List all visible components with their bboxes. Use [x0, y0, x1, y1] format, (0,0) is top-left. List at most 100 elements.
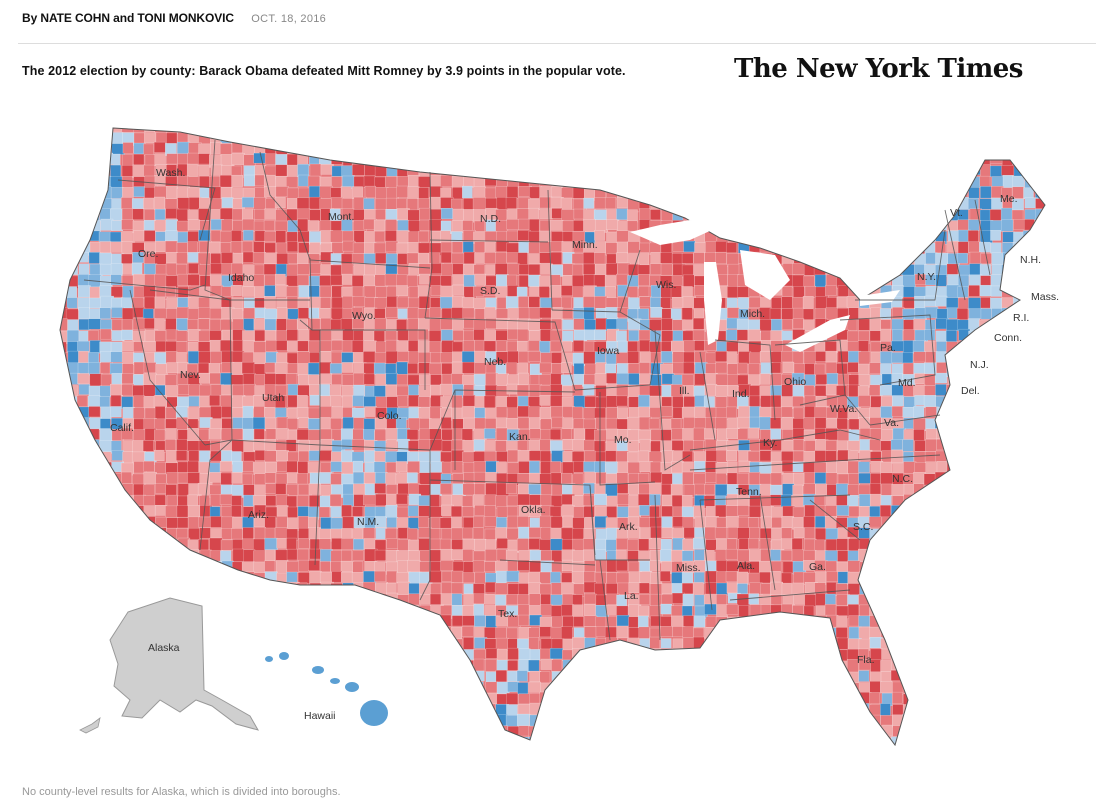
county-cell	[254, 527, 266, 541]
county-cell	[716, 660, 727, 674]
county-cell	[837, 263, 849, 276]
county-cell	[781, 308, 795, 320]
county-cell	[902, 517, 913, 530]
county-cell	[122, 352, 135, 365]
county-cell	[198, 560, 211, 573]
county-cell	[627, 416, 640, 430]
county-cell	[758, 626, 771, 640]
county-cell	[242, 351, 254, 363]
county-cell	[199, 197, 210, 209]
county-cell	[100, 703, 112, 717]
county-cell	[528, 637, 540, 650]
county-cell	[705, 714, 719, 728]
county-cell	[815, 373, 829, 385]
county-cell	[429, 649, 443, 660]
county-cell	[506, 396, 518, 410]
county-cell	[880, 627, 894, 639]
county-cell	[617, 143, 631, 155]
county-cell	[846, 187, 859, 201]
county-cell	[351, 340, 365, 353]
county-cell	[242, 592, 255, 606]
county-cell	[858, 703, 870, 717]
county-cell	[451, 395, 463, 409]
county-cell	[253, 352, 267, 366]
county-cell	[396, 506, 410, 518]
county-cell	[330, 307, 344, 321]
county-cell	[111, 319, 123, 331]
county-cell	[991, 143, 1004, 156]
county-cell	[154, 527, 167, 540]
county-cell	[87, 362, 100, 376]
county-cell	[869, 560, 881, 573]
county-cell	[980, 461, 993, 473]
county-cell	[396, 493, 408, 505]
county-cell	[1023, 549, 1037, 563]
county-cell	[826, 582, 837, 596]
county-cell	[329, 131, 343, 143]
county-cell	[133, 273, 146, 287]
county-cell	[681, 494, 693, 507]
county-cell	[407, 153, 420, 166]
county-cell	[880, 571, 893, 584]
county-cell	[957, 517, 969, 529]
county-cell	[276, 352, 288, 364]
county-cell	[892, 691, 903, 704]
county-cell	[814, 308, 826, 321]
county-cell	[705, 581, 717, 595]
county-cell	[131, 198, 145, 210]
county-cell	[1044, 263, 1045, 277]
county-cell	[199, 384, 212, 397]
county-cell	[67, 528, 80, 541]
county-cell	[386, 493, 397, 507]
county-cell	[749, 681, 763, 693]
county-cell	[418, 198, 432, 210]
county-cell	[891, 229, 903, 242]
county-cell	[1024, 516, 1037, 527]
county-cell	[518, 648, 531, 661]
county-cell	[265, 671, 278, 685]
county-cell	[386, 592, 399, 604]
county-cell	[308, 285, 320, 298]
county-cell	[649, 407, 662, 419]
county-cell	[914, 295, 926, 310]
county-cell	[946, 395, 958, 407]
county-cell	[947, 407, 958, 419]
county-cell	[461, 428, 473, 442]
county-cell	[792, 351, 804, 365]
county-cell	[88, 308, 101, 320]
county-cell	[584, 319, 597, 331]
county-cell	[782, 703, 794, 715]
county-cell	[705, 197, 718, 209]
county-cell	[935, 516, 949, 530]
county-cell	[968, 406, 981, 419]
county-cell	[319, 141, 331, 154]
county-cell	[60, 286, 68, 298]
county-cell	[1035, 186, 1045, 199]
county-cell	[66, 660, 77, 673]
nyt-logo[interactable]: The New York Times	[734, 54, 1023, 84]
county-cell	[529, 164, 543, 178]
county-cell	[386, 647, 398, 659]
county-cell	[133, 142, 145, 155]
county-cell	[353, 593, 365, 606]
county-cell	[397, 438, 410, 453]
county-cell	[121, 384, 135, 396]
county-cell	[264, 208, 278, 220]
county-cell	[980, 670, 992, 682]
county-cell	[595, 164, 608, 177]
county-cell	[243, 549, 256, 563]
county-cell	[408, 659, 420, 673]
county-cell	[793, 152, 806, 165]
county-cell	[417, 318, 430, 331]
county-cell	[88, 186, 103, 200]
county-cell	[837, 175, 849, 188]
county-cell	[638, 582, 650, 594]
county-cell	[364, 142, 378, 156]
county-cell	[494, 582, 509, 595]
county-cell	[990, 374, 1003, 388]
county-cell	[540, 703, 554, 718]
county-cell	[440, 681, 453, 694]
county-cell	[66, 472, 80, 484]
county-cell	[550, 538, 564, 551]
county-cell	[385, 682, 398, 696]
